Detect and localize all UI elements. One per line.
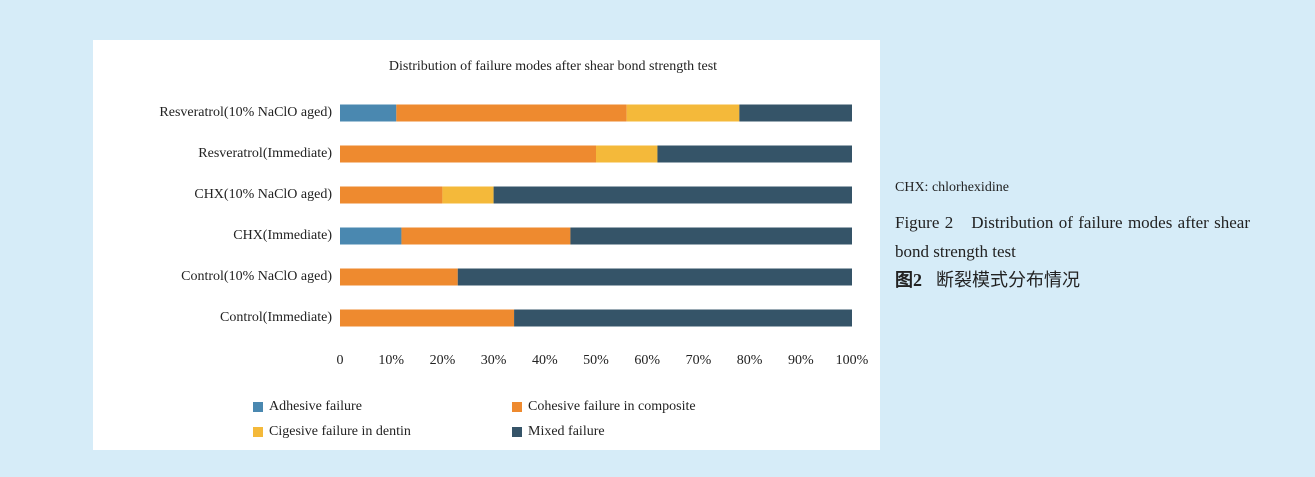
caption-note: CHX: chlorhexidine (895, 180, 1009, 195)
legend-swatch (253, 402, 263, 412)
legend-swatch (512, 427, 522, 437)
legend-swatch (253, 427, 263, 437)
y-tick-label: Control(10% NaClO aged) (181, 269, 332, 284)
figure-text-cn: 断裂模式分布情况 (936, 270, 1080, 290)
chart-title: Distribution of failure modes after shea… (389, 59, 717, 74)
bar-segment (570, 227, 852, 245)
y-tick-label: Control(Immediate) (220, 310, 332, 325)
x-tick-label: 60% (634, 353, 660, 368)
x-tick-label: 10% (378, 353, 404, 368)
bar-segment (340, 104, 397, 122)
y-tick-label: CHX(Immediate) (233, 228, 332, 243)
caption-en: Figure 2 Distribution of failure modes af… (895, 208, 1250, 266)
bar-segment (514, 309, 852, 327)
figure-label-cn: 图2 (895, 270, 922, 290)
bar-segment (596, 145, 658, 163)
y-tick-label: Resveratrol(10% NaClO aged) (159, 105, 332, 120)
bar-segment (396, 104, 627, 122)
x-tick-label: 90% (788, 353, 814, 368)
legend-label: Mixed failure (528, 424, 605, 439)
x-tick-label: 40% (532, 353, 558, 368)
x-tick-label: 100% (836, 353, 869, 368)
bar-segment (340, 268, 458, 286)
y-tick-label: CHX(10% NaClO aged) (194, 187, 332, 202)
x-tick-label: 20% (430, 353, 456, 368)
bar-segment (739, 104, 852, 122)
figure-label: Figure 2 (895, 213, 954, 232)
bar-segment (340, 145, 596, 163)
bar-segment (340, 186, 443, 204)
bar-segment (626, 104, 740, 122)
caption-cn: 图2 断裂模式分布情况 (895, 266, 1250, 295)
bar-segment (457, 268, 852, 286)
bar-segment (442, 186, 494, 204)
y-tick-label: Resveratrol(Immediate) (198, 146, 332, 161)
caption: CHX: chlorhexidine Figure 2 Distribution … (895, 180, 1250, 295)
legend-label: Cigesive failure in dentin (269, 424, 411, 439)
legend-label: Adhesive failure (269, 399, 362, 414)
x-tick-label: 80% (737, 353, 763, 368)
figure-text: Distribution of failure modes after shea… (895, 213, 1251, 261)
bar-segment (657, 145, 852, 163)
chart-panel (93, 40, 880, 450)
x-tick-label: 70% (686, 353, 712, 368)
x-tick-label: 30% (481, 353, 507, 368)
bar-segment (493, 186, 852, 204)
bar-segment (340, 309, 515, 327)
x-tick-label: 50% (583, 353, 609, 368)
legend-label: Cohesive failure in composite (528, 399, 696, 414)
x-tick-label: 0 (337, 353, 344, 368)
legend-swatch (512, 402, 522, 412)
bar-segment (340, 227, 402, 245)
bar-segment (401, 227, 571, 245)
